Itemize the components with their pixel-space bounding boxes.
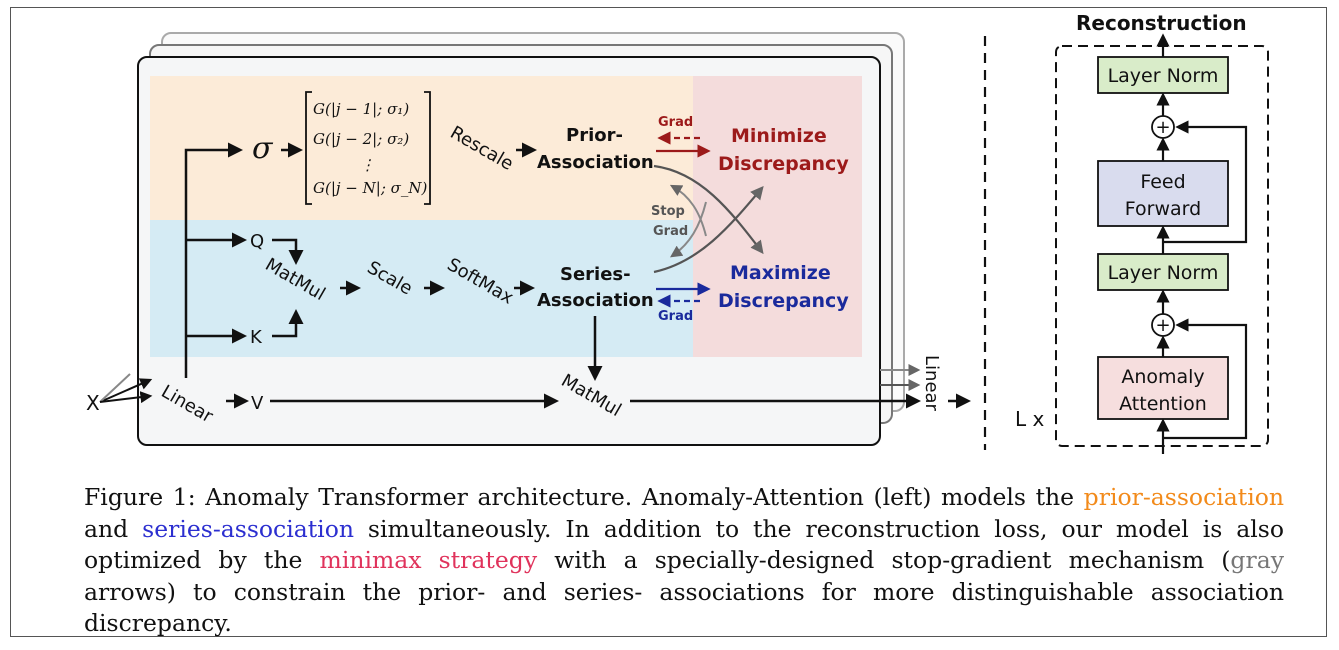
- grad-top: Grad: [658, 115, 693, 130]
- add-node-1-sign: +: [1155, 315, 1170, 336]
- trunk-to-sigma: [184, 142, 243, 378]
- k-to-matmul: [272, 309, 304, 338]
- layer-norm-top: [1097, 56, 1229, 94]
- series-association-line2: Association: [537, 290, 654, 311]
- stop-grad-curve-bottom: [670, 201, 707, 258]
- anomaly-attention-block: [1097, 356, 1229, 420]
- matrix-left-bracket: [305, 91, 312, 205]
- caption-series-association: series-association: [142, 514, 354, 543]
- caption-tail: arrows) to constrain the prior- and seri…: [84, 577, 1284, 638]
- feed-forward-line2: Forward: [1125, 198, 1201, 220]
- prior-to-maximize-curve: [653, 164, 764, 255]
- series-association-line1: Series-: [560, 264, 631, 285]
- repeat-l-x: L x: [1015, 407, 1045, 431]
- series-to-minimize-curve: [653, 185, 764, 274]
- minimize-line1: Minimize: [731, 125, 827, 147]
- figure-caption: Figure 1: Anomaly Transformer architectu…: [84, 482, 1284, 640]
- anomaly-attention-line2: Attention: [1119, 393, 1207, 415]
- caption-prior-association: prior-association: [1083, 483, 1284, 511]
- grad-bottom: Grad: [658, 309, 693, 324]
- reconstruction-title: Reconstruction: [1076, 11, 1247, 35]
- x-arrow-1: [99, 378, 153, 403]
- caption-minimax-strategy: minimax strategy: [319, 546, 538, 574]
- layer-norm-bottom-label: Layer Norm: [1108, 262, 1219, 284]
- anomaly-attention-line1: Anomaly: [1121, 366, 1204, 388]
- prior-region: [150, 76, 693, 220]
- x-arrow-3: [99, 391, 153, 404]
- kernel-row-dots: ⋮: [360, 156, 375, 174]
- sigma-symbol: σ: [252, 131, 274, 166]
- stop-grad-curve-top: [669, 184, 707, 237]
- caption-and: and: [84, 514, 143, 543]
- discrepancy-region: [693, 76, 862, 357]
- maximize-line1: Maximize: [730, 262, 831, 284]
- caption-mid: simultaneously. In addition to the recon…: [84, 514, 1284, 575]
- k-label: K: [250, 327, 263, 348]
- linear-out: Linear: [921, 355, 942, 412]
- kernel-row-2: G(|j − 2|; σ₂): [313, 130, 409, 148]
- input-x: X: [86, 391, 100, 415]
- q-to-matmul: [272, 238, 304, 265]
- feed-forward-line1: Feed: [1140, 171, 1185, 193]
- add-node-2-sign: +: [1155, 117, 1170, 138]
- caption-mid2: with a specially-designed stop-gradient …: [537, 546, 1231, 574]
- caption-gray: gray: [1230, 546, 1284, 574]
- layer-norm-bottom: [1097, 253, 1229, 291]
- layer-norm-top-label: Layer Norm: [1108, 65, 1219, 87]
- q-label: Q: [250, 231, 264, 252]
- maximize-line2: Discrepancy: [718, 290, 849, 312]
- feed-forward-block: [1097, 160, 1229, 227]
- prior-association-line1: Prior-: [566, 125, 623, 146]
- residual-arrow-1: [1163, 318, 1248, 440]
- residual-arrow-2: [1163, 120, 1248, 244]
- prior-association-line2: Association: [537, 152, 654, 173]
- x-arrow-2: [99, 373, 131, 403]
- kernel-row-1: G(|j − 1|; σ₁): [313, 100, 409, 118]
- kernel-row-n: G(|j − N|; σ_N): [313, 179, 428, 197]
- stop-grad-line1: Stop: [651, 204, 685, 219]
- matrix-right-bracket: [424, 91, 431, 205]
- stop-grad-line2: Grad: [653, 224, 688, 239]
- caption-lead: Figure 1: Anomaly Transformer architectu…: [84, 483, 1084, 511]
- v-label: V: [251, 393, 264, 414]
- minimize-line2: Discrepancy: [718, 153, 849, 175]
